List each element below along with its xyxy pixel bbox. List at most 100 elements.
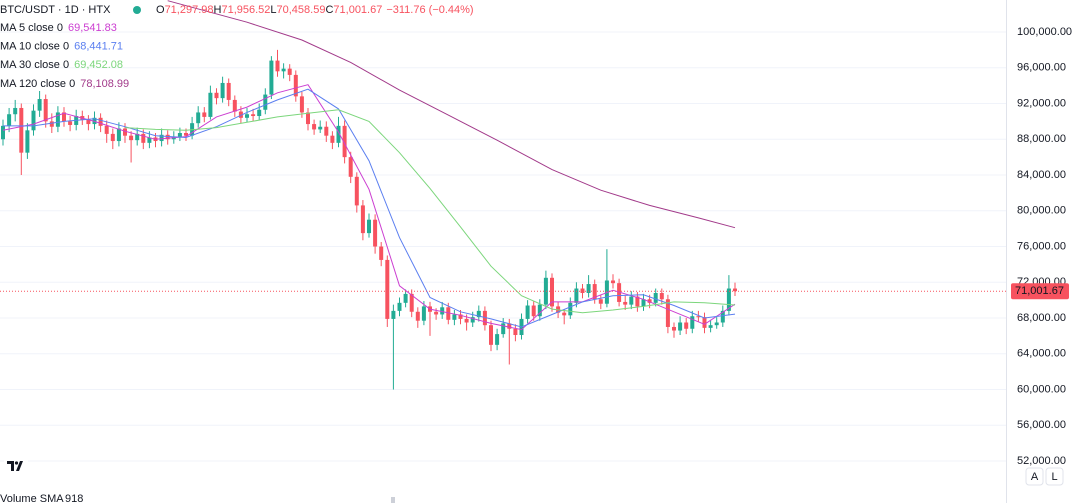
candle-body: [391, 310, 396, 319]
candle-body: [550, 277, 554, 307]
y-tick-label: 84,000.00: [1017, 169, 1066, 181]
candle-body: [708, 325, 713, 328]
candle-body: [245, 114, 249, 118]
candle-body: [141, 133, 146, 143]
candle-body: [568, 302, 573, 316]
candle-body: [482, 310, 487, 326]
ma-line: [167, 0, 736, 229]
candle-body: [672, 326, 676, 331]
candle-body: [647, 299, 652, 303]
candle-body: [507, 323, 512, 329]
ohlc-key: H: [214, 4, 222, 16]
candle-body: [421, 306, 426, 321]
candle-body: [726, 288, 731, 311]
candle-body: [123, 128, 127, 136]
candle-body: [653, 292, 658, 303]
y-tick-label: 68,000.00: [1017, 312, 1066, 324]
candle-body: [537, 304, 542, 317]
candle-body: [263, 94, 268, 110]
candle-body: [641, 299, 646, 307]
candle-body: [220, 82, 225, 99]
candle-body: [62, 112, 66, 122]
candle-body: [110, 133, 115, 142]
candle-body: [623, 301, 628, 305]
ma-legend: MA 5 close 0 69,541.83: [0, 22, 117, 34]
candle-body: [293, 74, 298, 97]
candle-body: [147, 137, 152, 143]
candle-body: [275, 60, 280, 72]
candle-body: [165, 134, 170, 140]
ma-legend-value: 69,452.08: [74, 59, 123, 71]
candle-body: [702, 317, 707, 328]
candle-body: [25, 130, 30, 153]
ohlc-value: 71,956.52: [221, 4, 270, 16]
ma-legend-name: MA 30 close 0: [0, 59, 69, 71]
candle-body: [330, 135, 335, 143]
candle-body: [525, 305, 530, 319]
candle-body: [403, 293, 408, 303]
candle-body: [665, 299, 670, 327]
candle-body: [226, 82, 231, 100]
axis-button-label[interactable]: L: [1051, 471, 1057, 483]
y-tick-label: 80,000.00: [1017, 205, 1066, 217]
candle-body: [476, 310, 481, 318]
y-tick-label: 92,000.00: [1017, 97, 1066, 109]
candle-body: [116, 128, 121, 142]
axis-button[interactable]: [1025, 467, 1044, 486]
ma-legend-value: 68,441.71: [74, 41, 123, 53]
candle-body: [458, 314, 463, 319]
candle-body: [269, 60, 274, 95]
candle-body: [7, 114, 12, 126]
volume-value: 918: [65, 493, 83, 503]
volume-bar: [391, 497, 395, 503]
candle-body: [251, 114, 256, 117]
ohlc-change: −311.76 (−0.44%): [386, 4, 473, 16]
ma-line: [2, 84, 736, 331]
candle-body: [31, 110, 36, 131]
candle-body: [678, 322, 683, 331]
candle-body: [489, 325, 493, 345]
candle-body: [348, 157, 353, 177]
candle-body: [720, 310, 725, 323]
candle-body: [574, 288, 579, 303]
candle-body: [55, 112, 60, 127]
status-dot: [133, 6, 141, 14]
candle-body: [202, 112, 207, 117]
candle-body: [287, 68, 292, 75]
candle-body: [470, 317, 475, 323]
last-price-label: 71,001.67: [1015, 285, 1064, 297]
ma-line: [3, 88, 736, 328]
candle-body: [659, 292, 664, 300]
candle-body: [543, 277, 548, 305]
ma-legend-name: MA 5 close 0: [0, 22, 63, 34]
candle-body: [495, 334, 500, 345]
candle-body: [336, 125, 341, 143]
y-tick-label: 60,000.00: [1017, 383, 1066, 395]
axis-button-label[interactable]: A: [1031, 471, 1039, 483]
y-tick-label: 96,000.00: [1017, 62, 1066, 74]
candle-body: [611, 280, 615, 284]
candle-body: [360, 205, 365, 234]
candle-body: [86, 119, 91, 125]
y-tick-label: 56,000.00: [1017, 419, 1066, 431]
candle-body: [434, 311, 439, 315]
candle-body: [415, 311, 420, 321]
candle-body: [452, 314, 457, 320]
candle-body: [385, 259, 390, 319]
candle-body: [629, 296, 634, 305]
symbol: BTC/USDT · 1D · HTX: [0, 4, 111, 16]
candle-body: [184, 133, 188, 136]
y-tick-label: 76,000.00: [1017, 240, 1066, 252]
candle-body: [49, 121, 54, 127]
legend: BTC/USDT · 1D · HTX O71,297.98H71,956.52…: [0, 4, 474, 90]
y-tick-label: 52,000.00: [1017, 455, 1066, 467]
y-tick-label: 88,000.00: [1017, 133, 1066, 145]
axis-button[interactable]: [1045, 467, 1064, 486]
candle-body: [318, 126, 323, 130]
candle-body: [196, 112, 201, 124]
candle-body: [1, 125, 5, 140]
ma-legend-name: MA 120 close 0: [0, 78, 75, 90]
candle-body: [129, 135, 134, 141]
